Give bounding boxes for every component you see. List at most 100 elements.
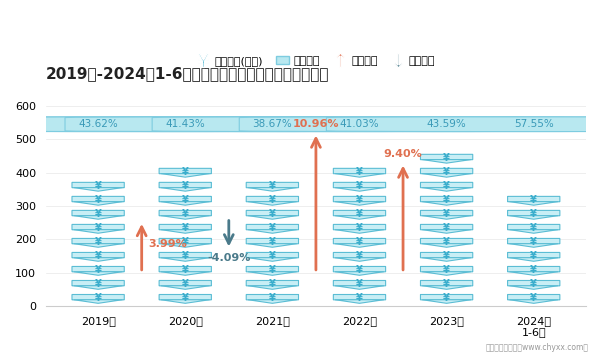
Text: ¥: ¥ (182, 195, 189, 205)
FancyBboxPatch shape (334, 294, 386, 300)
FancyBboxPatch shape (159, 210, 212, 216)
FancyBboxPatch shape (159, 197, 212, 202)
FancyBboxPatch shape (159, 168, 212, 174)
Polygon shape (423, 174, 471, 177)
Text: ¥: ¥ (443, 223, 450, 233)
Polygon shape (423, 272, 471, 275)
FancyBboxPatch shape (159, 294, 212, 300)
Polygon shape (161, 300, 210, 303)
Text: ¥: ¥ (95, 209, 102, 219)
Polygon shape (248, 286, 297, 289)
Text: ¥: ¥ (356, 167, 363, 177)
FancyBboxPatch shape (246, 252, 299, 258)
FancyBboxPatch shape (508, 239, 560, 244)
Text: ¥: ¥ (530, 251, 537, 261)
Text: ¥: ¥ (356, 293, 363, 303)
Polygon shape (248, 244, 297, 247)
Polygon shape (509, 201, 558, 205)
Text: 制图：智研咨询（www.chyxx.com）: 制图：智研咨询（www.chyxx.com） (486, 344, 589, 352)
Polygon shape (161, 188, 210, 191)
Polygon shape (509, 286, 558, 289)
Polygon shape (335, 272, 384, 275)
Polygon shape (74, 272, 123, 275)
FancyBboxPatch shape (421, 294, 473, 300)
Polygon shape (423, 188, 471, 191)
Text: 41.03%: 41.03% (340, 119, 379, 129)
Text: ¥: ¥ (182, 209, 189, 219)
Polygon shape (248, 300, 297, 303)
Text: 3.99%: 3.99% (148, 239, 188, 248)
Polygon shape (161, 244, 210, 247)
Polygon shape (248, 216, 297, 219)
Text: ¥: ¥ (443, 195, 450, 205)
Polygon shape (161, 272, 210, 275)
Polygon shape (248, 272, 297, 275)
Legend: 累计保费(亿元), 寿险占比, 同比增加, 同比减少: 累计保费(亿元), 寿险占比, 同比增加, 同比减少 (192, 51, 440, 70)
FancyBboxPatch shape (326, 117, 601, 132)
FancyBboxPatch shape (334, 210, 386, 216)
Polygon shape (74, 188, 123, 191)
FancyBboxPatch shape (421, 182, 473, 188)
Text: ¥: ¥ (443, 237, 450, 247)
Text: ¥: ¥ (356, 251, 363, 261)
Polygon shape (161, 286, 210, 289)
Polygon shape (335, 258, 384, 261)
Text: ¥: ¥ (356, 181, 363, 191)
Polygon shape (509, 300, 558, 303)
FancyBboxPatch shape (72, 252, 124, 258)
Polygon shape (161, 174, 210, 177)
Text: 57.55%: 57.55% (514, 119, 554, 129)
Text: ¥: ¥ (95, 181, 102, 191)
Text: 9.40%: 9.40% (383, 148, 423, 159)
FancyBboxPatch shape (65, 117, 480, 132)
Polygon shape (509, 272, 558, 275)
FancyBboxPatch shape (508, 197, 560, 202)
Polygon shape (423, 216, 471, 219)
Polygon shape (423, 230, 471, 233)
FancyBboxPatch shape (72, 239, 124, 244)
Text: ¥: ¥ (356, 209, 363, 219)
FancyBboxPatch shape (72, 281, 124, 286)
FancyBboxPatch shape (421, 252, 473, 258)
Text: ¥: ¥ (182, 167, 189, 177)
Text: ¥: ¥ (269, 251, 276, 261)
FancyBboxPatch shape (421, 210, 473, 216)
Text: 38.67%: 38.67% (252, 119, 292, 129)
Polygon shape (161, 258, 210, 261)
Text: ¥: ¥ (356, 223, 363, 233)
Polygon shape (423, 258, 471, 261)
Text: ¥: ¥ (182, 293, 189, 303)
FancyBboxPatch shape (421, 266, 473, 272)
Text: ¥: ¥ (269, 237, 276, 247)
Text: ¥: ¥ (269, 195, 276, 205)
Text: ¥: ¥ (95, 195, 102, 205)
FancyBboxPatch shape (72, 197, 124, 202)
FancyBboxPatch shape (152, 117, 567, 132)
FancyBboxPatch shape (246, 281, 299, 286)
FancyBboxPatch shape (508, 281, 560, 286)
Text: 41.43%: 41.43% (165, 119, 205, 129)
Text: ¥: ¥ (443, 279, 450, 289)
Text: ¥: ¥ (95, 223, 102, 233)
FancyBboxPatch shape (334, 239, 386, 244)
Text: ¥: ¥ (95, 279, 102, 289)
Text: ¥: ¥ (443, 293, 450, 303)
FancyBboxPatch shape (421, 281, 473, 286)
Text: ¥: ¥ (269, 279, 276, 289)
Text: ¥: ¥ (443, 181, 450, 191)
Text: ¥: ¥ (530, 223, 537, 233)
Polygon shape (248, 201, 297, 205)
FancyBboxPatch shape (72, 224, 124, 230)
Text: ¥: ¥ (530, 279, 537, 289)
FancyBboxPatch shape (159, 239, 212, 244)
FancyBboxPatch shape (421, 155, 473, 160)
Polygon shape (335, 286, 384, 289)
FancyBboxPatch shape (334, 252, 386, 258)
Text: ¥: ¥ (356, 195, 363, 205)
Polygon shape (74, 201, 123, 205)
Text: ¥: ¥ (95, 265, 102, 275)
FancyBboxPatch shape (421, 239, 473, 244)
Polygon shape (335, 174, 384, 177)
FancyBboxPatch shape (159, 281, 212, 286)
FancyBboxPatch shape (246, 224, 299, 230)
